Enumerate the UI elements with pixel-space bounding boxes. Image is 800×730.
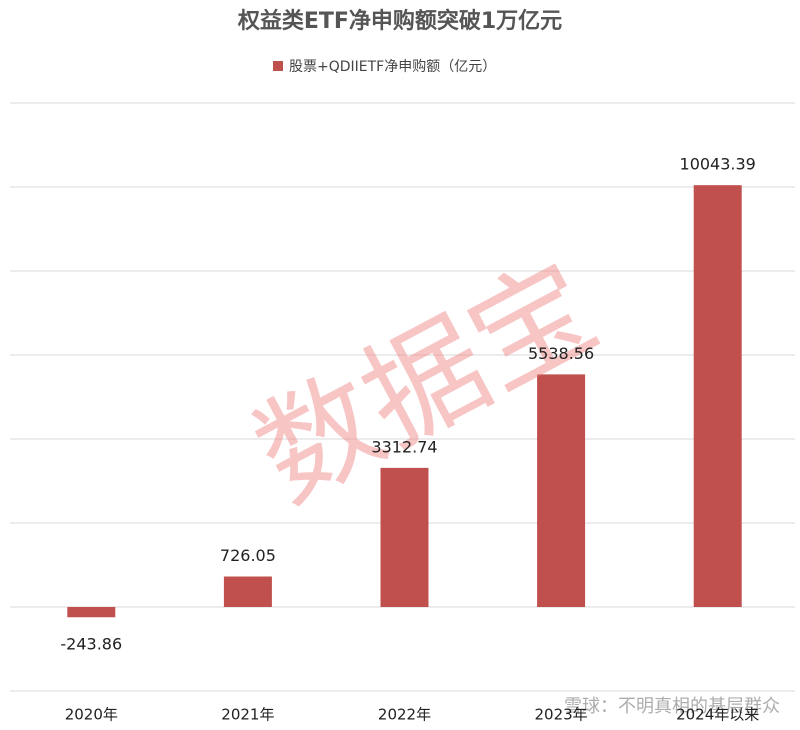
x-tick-label: 2020年 — [65, 706, 118, 724]
legend-label: 股票+QDIIETF净申购额（亿元） — [289, 59, 496, 75]
x-tick-label: 2024年以来 — [676, 706, 759, 724]
legend-swatch — [273, 61, 283, 71]
data-label: 3312.74 — [371, 437, 437, 456]
bar — [380, 467, 429, 607]
x-tick-label: 2022年 — [378, 706, 431, 724]
data-label: 726.05 — [220, 546, 276, 565]
x-tick-label: 2021年 — [221, 706, 274, 724]
data-label: 10043.39 — [680, 155, 756, 174]
bar — [693, 185, 742, 608]
bar — [537, 374, 586, 607]
chart-title: 权益类ETF净申购额突破1万亿元 — [237, 8, 562, 34]
data-label: 5538.56 — [528, 344, 594, 363]
x-tick-label: 2023年 — [535, 706, 588, 724]
source-watermark: 雪球：不明真相的基层群众 — [564, 696, 780, 717]
data-label: -243.86 — [60, 635, 122, 654]
bar — [223, 576, 272, 607]
bar — [67, 607, 116, 618]
